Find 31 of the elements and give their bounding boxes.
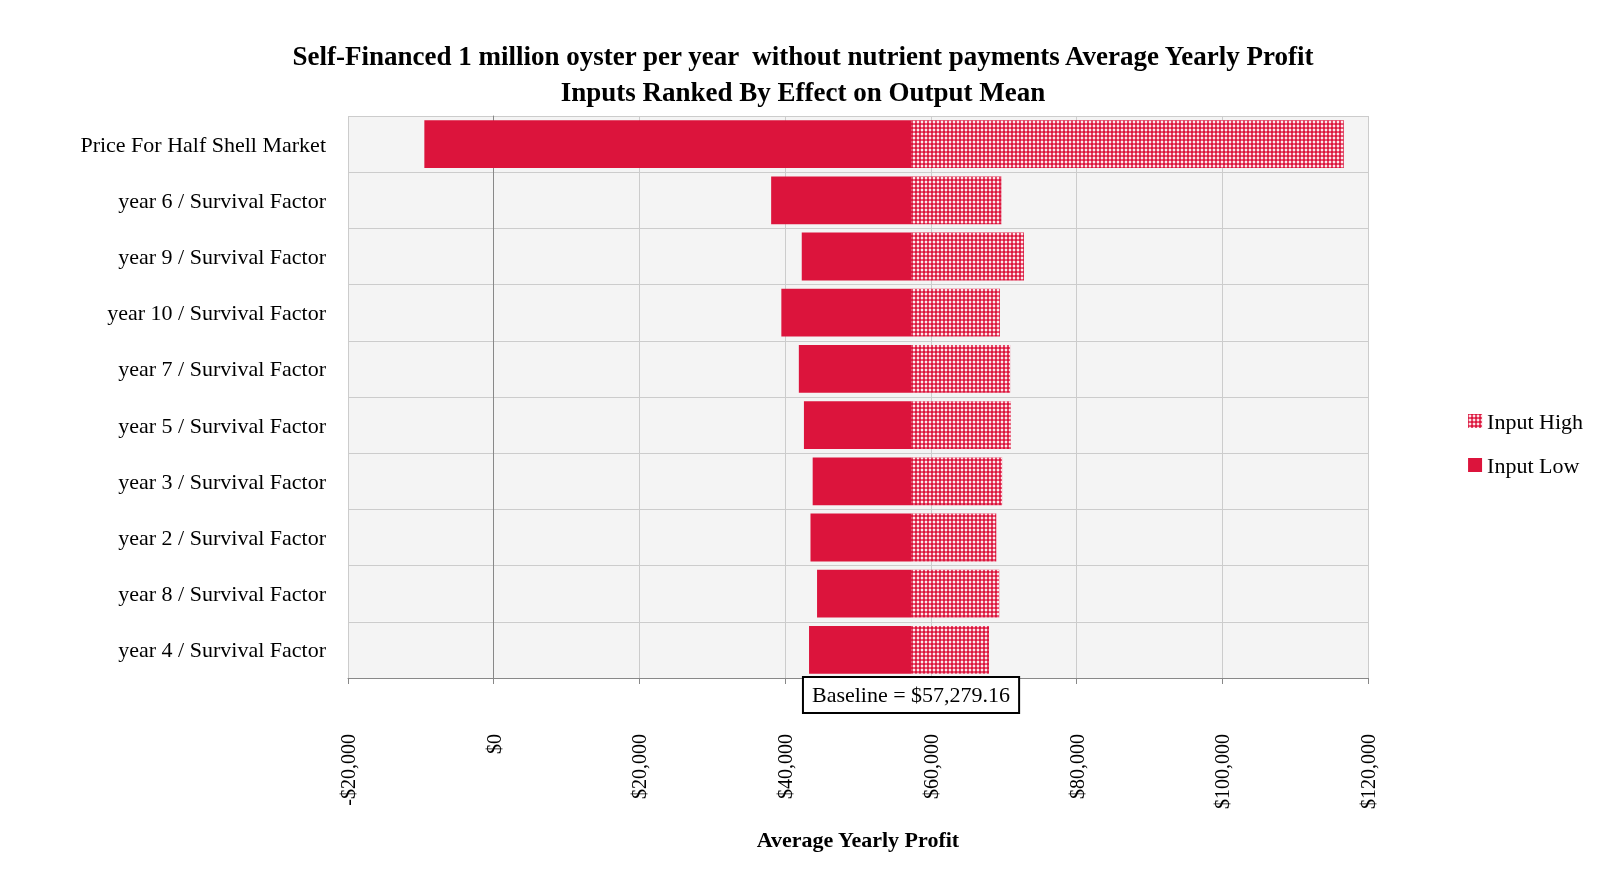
bar [801,232,912,281]
y-tick-label: year 2 / Survival Factor [118,525,327,550]
y-tick-label: year 3 / Survival Factor [118,468,327,494]
legend-label: Input High [1487,408,1584,434]
y-tick-label: year 9 / Survival Factor [118,244,327,269]
x-tick-label: $80,000 [1065,734,1088,799]
x-tick-label: $100,000 [1211,734,1234,809]
y-tick-label: year 10 / Survival Factor [107,300,327,326]
bar [817,569,912,618]
chart-title: Self-Financed 1 million oyster per year without nutrient payments Average Yearly Profit Inputs Ranked By Effect on Output Mean [292,41,1314,107]
annotation: Baseline = $57,279.16 [811,682,1011,708]
legend-label: Input Low [1487,452,1580,478]
x-tick-label: $60,000 [919,734,942,799]
x-tick-label: $0 [482,734,505,754]
bar [781,288,912,337]
bar [812,457,912,506]
y-tick-label: year 6 / Survival Factor [118,187,327,213]
y-tick-label: year 4 / Survival Factor [118,637,327,663]
y-tick-label: Price For Half Shell Market [80,131,326,157]
bar [798,345,912,393]
y-tick-label: year 5 / Survival Factor [118,412,327,438]
x-tick-label: $20,000 [628,734,651,799]
y-tick-label: year 8 / Survival Factor [118,581,327,607]
x-tick-label: $40,000 [774,734,797,799]
x-axis-title: Average Yearly Profit [756,826,960,852]
x-tick-label: $120,000 [1357,734,1379,809]
bar [803,401,912,449]
x-tick-label: -$20,000 [337,734,359,806]
bar [771,176,912,225]
y-tick-label: year 7 / Survival Factor [118,356,327,382]
bar [810,513,912,562]
